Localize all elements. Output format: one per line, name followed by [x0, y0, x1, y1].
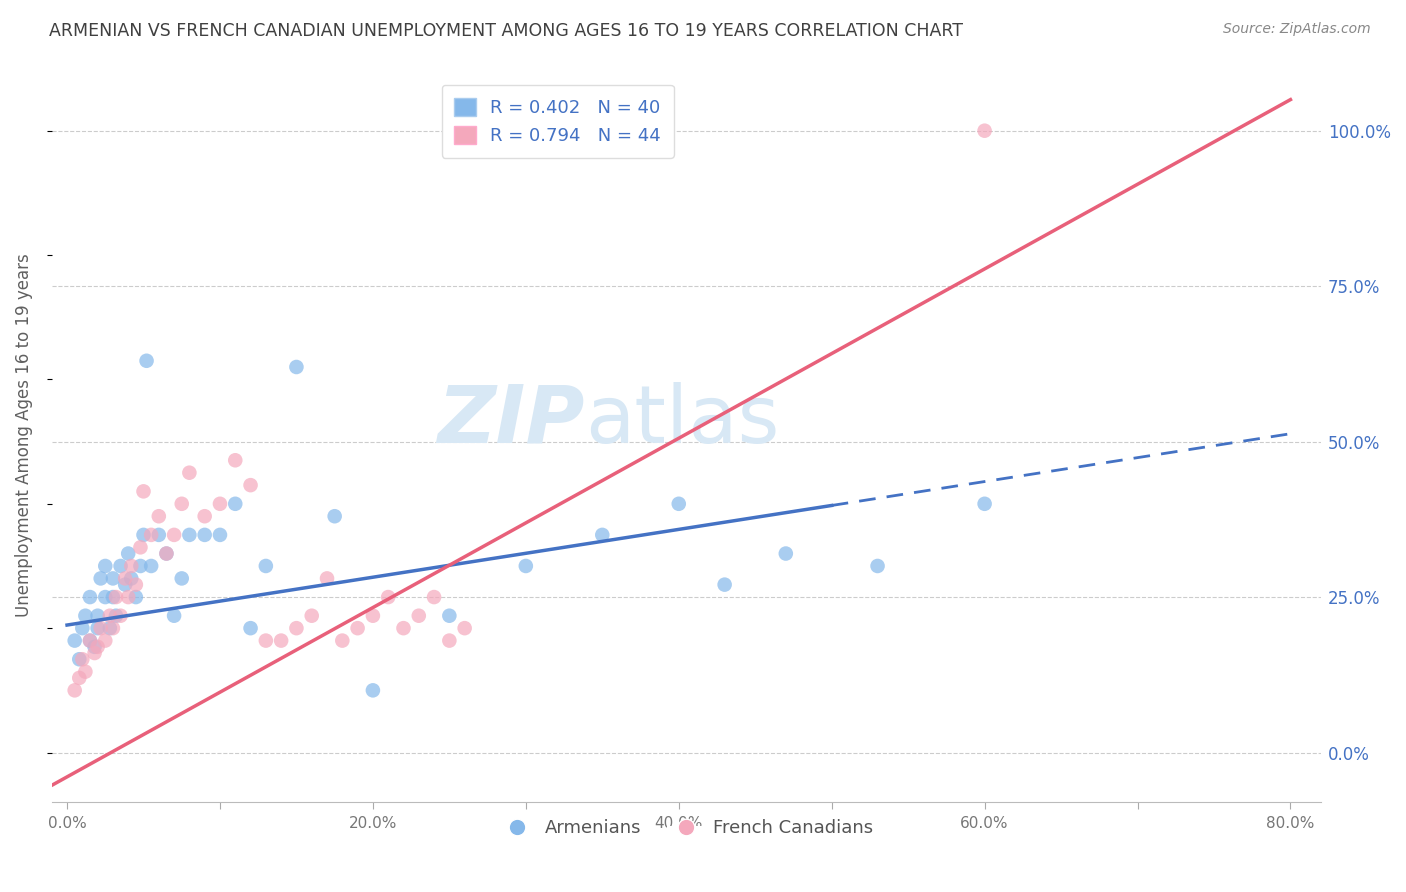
- Point: [224, 453, 246, 467]
- Point: [148, 509, 170, 524]
- Point: [90, 621, 112, 635]
- Point: [408, 608, 430, 623]
- Point: [101, 621, 124, 635]
- Legend: Armenians, French Canadians: Armenians, French Canadians: [492, 812, 880, 845]
- Point: [170, 497, 193, 511]
- Point: [86, 621, 108, 635]
- Point: [125, 577, 148, 591]
- Point: [129, 541, 152, 555]
- Y-axis label: Unemployment Among Ages 16 to 19 years: Unemployment Among Ages 16 to 19 years: [15, 253, 32, 617]
- Point: [101, 571, 124, 585]
- Point: [67, 652, 90, 666]
- Point: [120, 559, 142, 574]
- Point: [301, 608, 323, 623]
- Point: [346, 621, 368, 635]
- Point: [866, 559, 889, 574]
- Point: [361, 608, 384, 623]
- Point: [591, 528, 613, 542]
- Point: [117, 590, 139, 604]
- Point: [86, 608, 108, 623]
- Point: [132, 484, 155, 499]
- Point: [973, 124, 995, 138]
- Point: [120, 571, 142, 585]
- Point: [72, 621, 94, 635]
- Point: [453, 621, 475, 635]
- Point: [98, 621, 121, 635]
- Point: [423, 590, 446, 604]
- Point: [194, 509, 217, 524]
- Point: [392, 621, 415, 635]
- Text: ARMENIAN VS FRENCH CANADIAN UNEMPLOYMENT AMONG AGES 16 TO 19 YEARS CORRELATION C: ARMENIAN VS FRENCH CANADIAN UNEMPLOYMENT…: [49, 22, 963, 40]
- Point: [155, 547, 177, 561]
- Point: [239, 478, 262, 492]
- Point: [439, 633, 461, 648]
- Point: [129, 559, 152, 574]
- Point: [125, 590, 148, 604]
- Point: [439, 608, 461, 623]
- Point: [117, 547, 139, 561]
- Point: [114, 571, 136, 585]
- Point: [63, 633, 86, 648]
- Point: [316, 571, 339, 585]
- Point: [63, 683, 86, 698]
- Point: [377, 590, 399, 604]
- Point: [208, 528, 231, 542]
- Point: [90, 571, 112, 585]
- Point: [285, 621, 308, 635]
- Point: [132, 528, 155, 542]
- Point: [141, 528, 163, 542]
- Point: [239, 621, 262, 635]
- Point: [94, 590, 117, 604]
- Point: [114, 577, 136, 591]
- Point: [83, 646, 105, 660]
- Point: [155, 547, 177, 561]
- Text: atlas: atlas: [585, 382, 779, 459]
- Point: [179, 466, 201, 480]
- Point: [170, 571, 193, 585]
- Text: Source: ZipAtlas.com: Source: ZipAtlas.com: [1223, 22, 1371, 37]
- Point: [83, 640, 105, 654]
- Point: [79, 633, 101, 648]
- Point: [163, 608, 186, 623]
- Point: [285, 359, 308, 374]
- Point: [101, 590, 124, 604]
- Point: [86, 640, 108, 654]
- Point: [323, 509, 346, 524]
- Point: [208, 497, 231, 511]
- Point: [67, 671, 90, 685]
- Point: [194, 528, 217, 542]
- Point: [79, 633, 101, 648]
- Point: [104, 608, 127, 623]
- Point: [713, 577, 735, 591]
- Point: [110, 559, 132, 574]
- Point: [94, 633, 117, 648]
- Point: [94, 559, 117, 574]
- Point: [254, 633, 277, 648]
- Point: [668, 497, 690, 511]
- Point: [75, 665, 97, 679]
- Point: [224, 497, 246, 511]
- Point: [135, 353, 157, 368]
- Point: [179, 528, 201, 542]
- Point: [72, 652, 94, 666]
- Point: [110, 608, 132, 623]
- Text: ZIP: ZIP: [437, 382, 585, 459]
- Point: [361, 683, 384, 698]
- Point: [973, 497, 995, 511]
- Point: [75, 608, 97, 623]
- Point: [141, 559, 163, 574]
- Point: [79, 590, 101, 604]
- Point: [515, 559, 537, 574]
- Point: [98, 608, 121, 623]
- Point: [163, 528, 186, 542]
- Point: [148, 528, 170, 542]
- Point: [270, 633, 292, 648]
- Point: [330, 633, 353, 648]
- Point: [254, 559, 277, 574]
- Point: [775, 547, 797, 561]
- Point: [104, 590, 127, 604]
